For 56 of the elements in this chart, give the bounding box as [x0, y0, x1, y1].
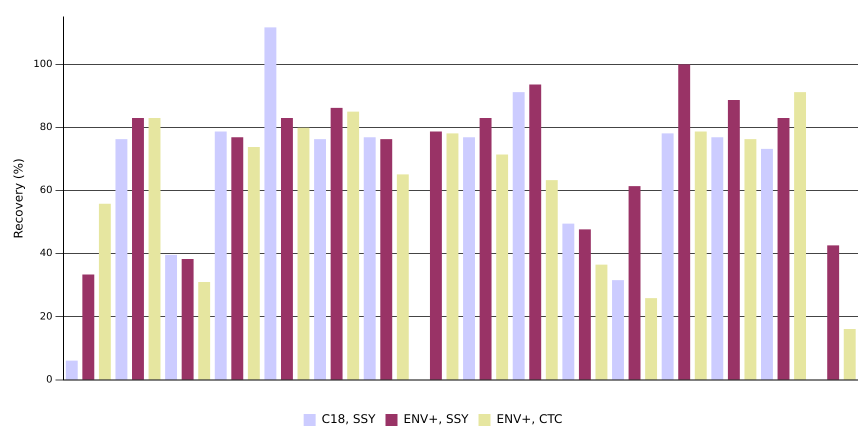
y-axis-title: Recovery (%) — [11, 158, 26, 239]
y-tick-label: 60 — [40, 185, 52, 196]
bar — [347, 112, 360, 380]
bar — [678, 64, 690, 380]
y-tick-label: 0 — [46, 374, 52, 386]
bar — [82, 274, 94, 380]
bar — [480, 118, 492, 380]
legend-label: C18, SSY — [322, 412, 376, 426]
bar — [761, 148, 773, 380]
bar — [662, 133, 674, 380]
bar — [280, 118, 293, 380]
bar — [595, 264, 608, 380]
bar — [744, 139, 756, 380]
y-tick-label: 100 — [33, 58, 52, 70]
bar — [132, 118, 144, 380]
bar — [231, 137, 244, 380]
bar — [628, 186, 640, 380]
bar — [66, 360, 78, 380]
bar — [794, 92, 806, 380]
bar — [778, 118, 790, 380]
bar — [694, 132, 707, 380]
bar — [496, 154, 508, 380]
bar — [364, 137, 376, 380]
bar — [430, 132, 442, 380]
bar — [115, 139, 128, 380]
bar — [214, 132, 227, 380]
bar — [264, 27, 276, 380]
bar — [182, 258, 194, 380]
bar — [446, 133, 458, 380]
bar — [248, 146, 260, 380]
bar — [314, 139, 326, 380]
bar — [578, 229, 591, 380]
bar — [546, 180, 558, 380]
bar — [529, 84, 542, 380]
bar — [612, 280, 624, 380]
bar — [645, 298, 658, 380]
bar — [298, 128, 310, 380]
bar — [728, 100, 740, 380]
bar — [711, 137, 724, 380]
bar — [463, 137, 475, 380]
y-tick-label: 40 — [40, 248, 52, 260]
legend-label: ENV+, SSY — [403, 412, 470, 426]
bar — [512, 92, 525, 380]
y-tick-label: 20 — [40, 311, 52, 322]
bar — [98, 204, 111, 380]
y-tick-label: 80 — [40, 122, 52, 134]
bar — [198, 282, 210, 380]
bar — [396, 174, 409, 380]
bar — [844, 329, 856, 380]
legend-label: ENV+, CTC — [496, 412, 562, 426]
bar — [562, 224, 574, 380]
bar — [165, 254, 178, 380]
bar — [827, 245, 840, 380]
bar — [148, 118, 160, 380]
bar — [330, 108, 343, 380]
bar — [380, 139, 392, 380]
